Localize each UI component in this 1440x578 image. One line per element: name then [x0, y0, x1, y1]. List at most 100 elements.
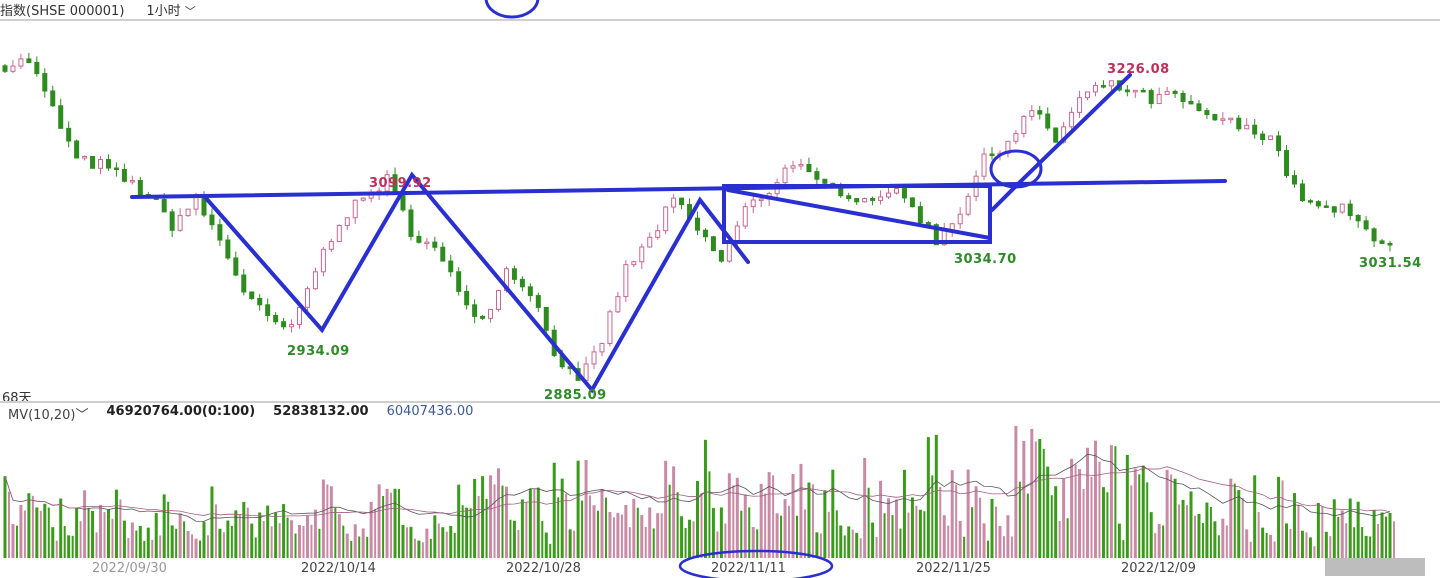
volume-bar	[979, 497, 982, 558]
volume-bar	[648, 507, 652, 558]
candle	[1196, 103, 1202, 112]
scrollbar-thumb[interactable]	[1325, 558, 1425, 576]
volume-bar	[788, 505, 791, 558]
candle	[702, 229, 708, 238]
volume-bar	[353, 524, 357, 558]
volume-bar	[234, 510, 238, 558]
price-label-low: 3034.70	[954, 252, 1017, 267]
candle	[384, 174, 390, 192]
volume-bar	[827, 511, 830, 558]
volume-bar	[942, 515, 946, 558]
volume-bar	[1093, 440, 1097, 558]
volume-bar	[955, 484, 958, 558]
volume-bar	[990, 498, 994, 558]
candle	[519, 278, 525, 288]
candle	[113, 167, 119, 171]
volume-bar	[151, 539, 154, 558]
candle	[639, 246, 645, 263]
volume-bar	[3, 476, 7, 558]
volume-bar	[493, 484, 496, 558]
volume-bar	[1332, 499, 1336, 558]
volume-bar	[958, 520, 962, 558]
volume-bar	[923, 511, 926, 558]
volume-bar	[509, 519, 512, 558]
candle	[607, 311, 613, 345]
volume-bar	[497, 468, 501, 558]
candle	[456, 271, 462, 292]
mv-selector[interactable]: MV(10,20)﹀	[8, 404, 89, 423]
x-tick: 2022/11/25	[916, 561, 991, 576]
volume-bar	[791, 473, 795, 558]
candle	[1164, 90, 1170, 95]
volume-bar	[891, 515, 894, 558]
candle	[1347, 203, 1353, 217]
volume-bar	[1217, 535, 1220, 558]
volume-bar	[1221, 518, 1225, 558]
volume-bar	[1388, 513, 1392, 558]
candle	[1244, 124, 1250, 130]
volume-bar	[660, 513, 663, 558]
period-label: 1小时	[146, 4, 181, 19]
candle	[1037, 110, 1043, 115]
volume-bar	[99, 504, 103, 558]
volume-bar	[154, 513, 158, 558]
price-label-low: 2885.09	[544, 388, 607, 403]
candle	[750, 199, 756, 208]
volume-bar	[994, 506, 997, 558]
candle	[82, 155, 88, 159]
volume-bar	[23, 510, 26, 558]
volume-bar	[318, 528, 321, 558]
volume-bar	[1213, 521, 1217, 558]
volume-bar	[552, 462, 556, 558]
candle	[161, 198, 167, 213]
volume-bar	[947, 525, 950, 558]
volume-bar	[445, 531, 448, 558]
volume-bar	[175, 528, 178, 558]
volume-bar	[764, 493, 767, 558]
volume-bar	[557, 497, 560, 558]
volume-bar	[127, 538, 130, 558]
volume-bar	[756, 529, 759, 558]
volume-bar	[1340, 510, 1344, 558]
period-selector[interactable]: 1小时 ﹀	[146, 0, 195, 19]
volume-bar	[242, 501, 246, 558]
candle	[58, 105, 64, 129]
candle	[98, 159, 104, 169]
volume-bar	[7, 491, 10, 558]
volume-bar	[398, 488, 401, 558]
candle	[209, 214, 215, 226]
volume-bar	[59, 498, 63, 558]
volume-bar	[1042, 448, 1045, 558]
volume-bar	[982, 523, 986, 558]
volume-bar	[931, 475, 934, 558]
volume-bar	[894, 499, 898, 558]
volume-bar	[1154, 533, 1157, 558]
volume-bar	[576, 460, 580, 558]
candle	[50, 90, 56, 107]
candle	[535, 295, 541, 308]
volume-bar	[780, 515, 783, 558]
candle	[1108, 80, 1114, 87]
volume-bar	[254, 537, 257, 558]
index-title: 指数(SHSE 000001)	[0, 4, 125, 19]
x-tick: 2022/11/11	[711, 561, 786, 576]
candle	[742, 206, 748, 227]
volume-bar	[680, 516, 684, 558]
chart-header: 指数(SHSE 000001) 1小时 ﹀	[0, 0, 196, 19]
volume-bar	[1285, 523, 1289, 558]
volume-bar	[1090, 476, 1093, 558]
volume-bar	[740, 510, 743, 558]
candle	[615, 296, 621, 313]
volume-bar	[573, 530, 576, 558]
volume-bar	[735, 477, 739, 558]
volume-bar	[1377, 524, 1380, 558]
volume-bar	[863, 457, 867, 558]
date-circle-annotation	[678, 549, 834, 578]
candle	[1315, 201, 1321, 207]
volume-bar	[533, 489, 536, 558]
volume-bar	[1289, 528, 1292, 558]
volume-bar	[35, 507, 39, 558]
volume-bar	[803, 509, 806, 558]
volume-bar	[1106, 492, 1109, 558]
